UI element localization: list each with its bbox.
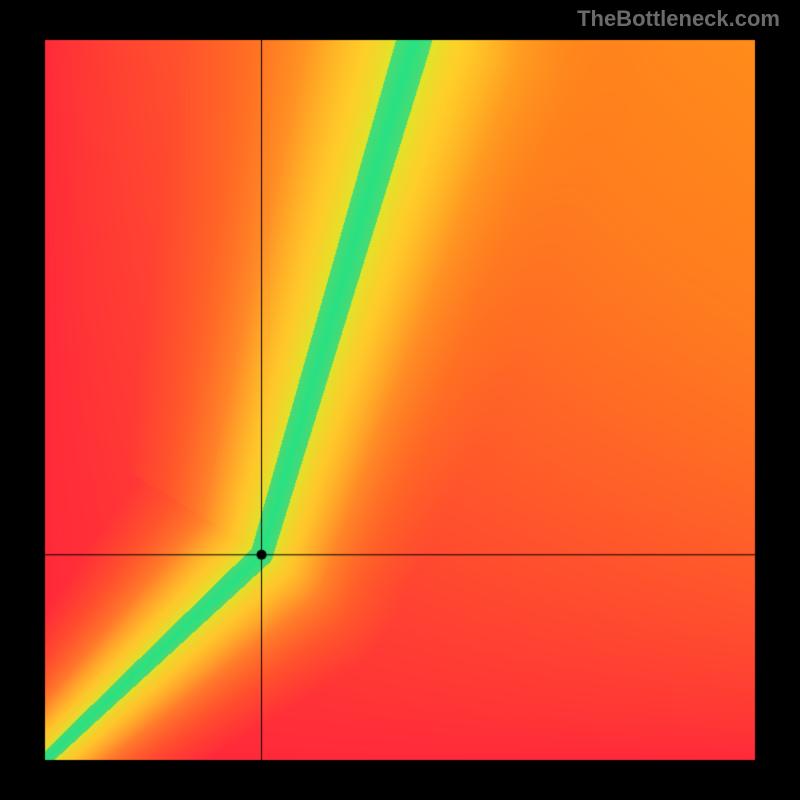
chart-container: TheBottleneck.com — [0, 0, 800, 800]
heatmap-canvas — [0, 0, 800, 800]
watermark-text: TheBottleneck.com — [577, 6, 780, 32]
